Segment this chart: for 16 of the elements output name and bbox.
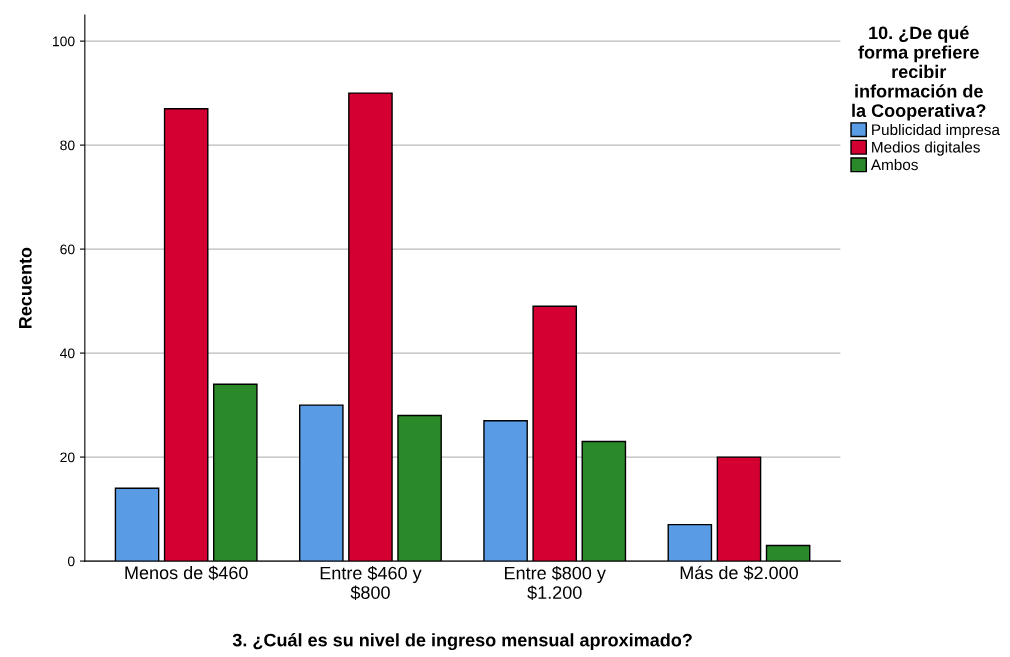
y-axis-title: Recuento [19, 247, 32, 329]
y-tick-label: 0 [67, 556, 75, 567]
x-tick-label: Menos de $460 [125, 565, 248, 581]
x-tick-label: Entre $460 y $800 [320, 565, 422, 601]
legend-title: 10. ¿De qué forma prefiere recibir información de la Cooperativa? [852, 25, 986, 121]
legend-label: Ambos [870, 158, 918, 171]
x-tick-label: Entre $800 y $1.200 [505, 565, 606, 601]
y-tick-label: 60 [60, 244, 75, 255]
x-axis-title: 3. ¿Cuál es su nivel de ingreso mensual aproximado? [232, 633, 692, 651]
y-tick-label: 100 [53, 36, 75, 47]
y-tick-label: 20 [60, 452, 75, 463]
y-tick-label: 80 [60, 140, 75, 151]
y-tick-label: 40 [59, 348, 75, 359]
x-tick-label: Más de $2.000 [680, 565, 798, 581]
legend-label: Medios digitales [872, 141, 980, 156]
legend-label: Publicidad impresa [872, 123, 1000, 139]
